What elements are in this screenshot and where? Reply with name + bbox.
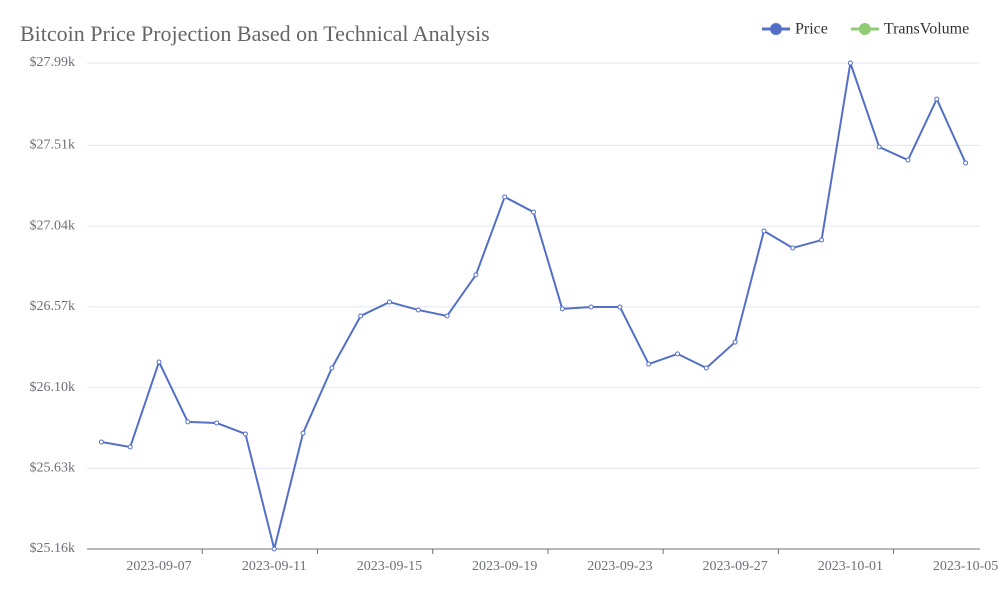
- point: [502, 194, 508, 200]
- y-tick-label: $25.63k: [30, 461, 76, 476]
- y-tick-label: $27.51k: [30, 138, 76, 153]
- point: [386, 299, 392, 305]
- point: [876, 144, 882, 150]
- point: [617, 304, 623, 310]
- point: [358, 313, 364, 319]
- chart-title: Bitcoin Price Projection Based on Techni…: [20, 21, 490, 46]
- y-tick-label: $27.99k: [30, 55, 76, 70]
- point: [185, 419, 191, 425]
- point: [847, 60, 853, 66]
- x-tick-label: 2023-10-05: [933, 559, 998, 574]
- point: [156, 359, 162, 365]
- point: [531, 209, 536, 215]
- x-tick-label: 2023-09-15: [357, 559, 422, 574]
- x-tick-label: 2023-10-01: [818, 559, 883, 574]
- point: [329, 365, 335, 371]
- point: [559, 306, 565, 312]
- y-tick-label: $25.16k: [30, 541, 76, 556]
- point: [588, 304, 594, 310]
- point: [415, 307, 421, 313]
- point: [761, 228, 767, 234]
- point: [271, 546, 277, 552]
- point: [934, 96, 940, 102]
- point: [444, 313, 450, 319]
- x-tick-label: 2023-09-07: [126, 559, 191, 574]
- point: [98, 439, 104, 445]
- y-tick-label: $26.10k: [30, 380, 76, 395]
- point: [214, 420, 220, 426]
- point: [819, 237, 825, 243]
- point: [963, 160, 969, 166]
- price-line: [101, 62, 967, 550]
- x-tick-label: 2023-09-23: [587, 559, 652, 574]
- point: [300, 430, 306, 436]
- point: [646, 361, 652, 367]
- point: [790, 245, 796, 251]
- point: [732, 339, 738, 345]
- y-tick-label: $27.04k: [30, 218, 76, 233]
- point: [242, 431, 248, 437]
- legend-icon: [770, 23, 782, 35]
- legend-icon: [858, 23, 871, 35]
- point: [703, 365, 709, 371]
- point: [127, 444, 133, 450]
- x-tick-label: 2023-09-27: [702, 559, 767, 574]
- legend-label: TransVolume: [884, 21, 969, 38]
- x-tick-label: 2023-09-19: [472, 559, 537, 574]
- legend-label: Price: [795, 21, 828, 38]
- y-tick-label: $26.57k: [30, 299, 76, 314]
- point: [473, 272, 479, 278]
- point: [905, 157, 911, 163]
- x-tick-label: 2023-09-11: [242, 559, 307, 574]
- point: [675, 351, 681, 357]
